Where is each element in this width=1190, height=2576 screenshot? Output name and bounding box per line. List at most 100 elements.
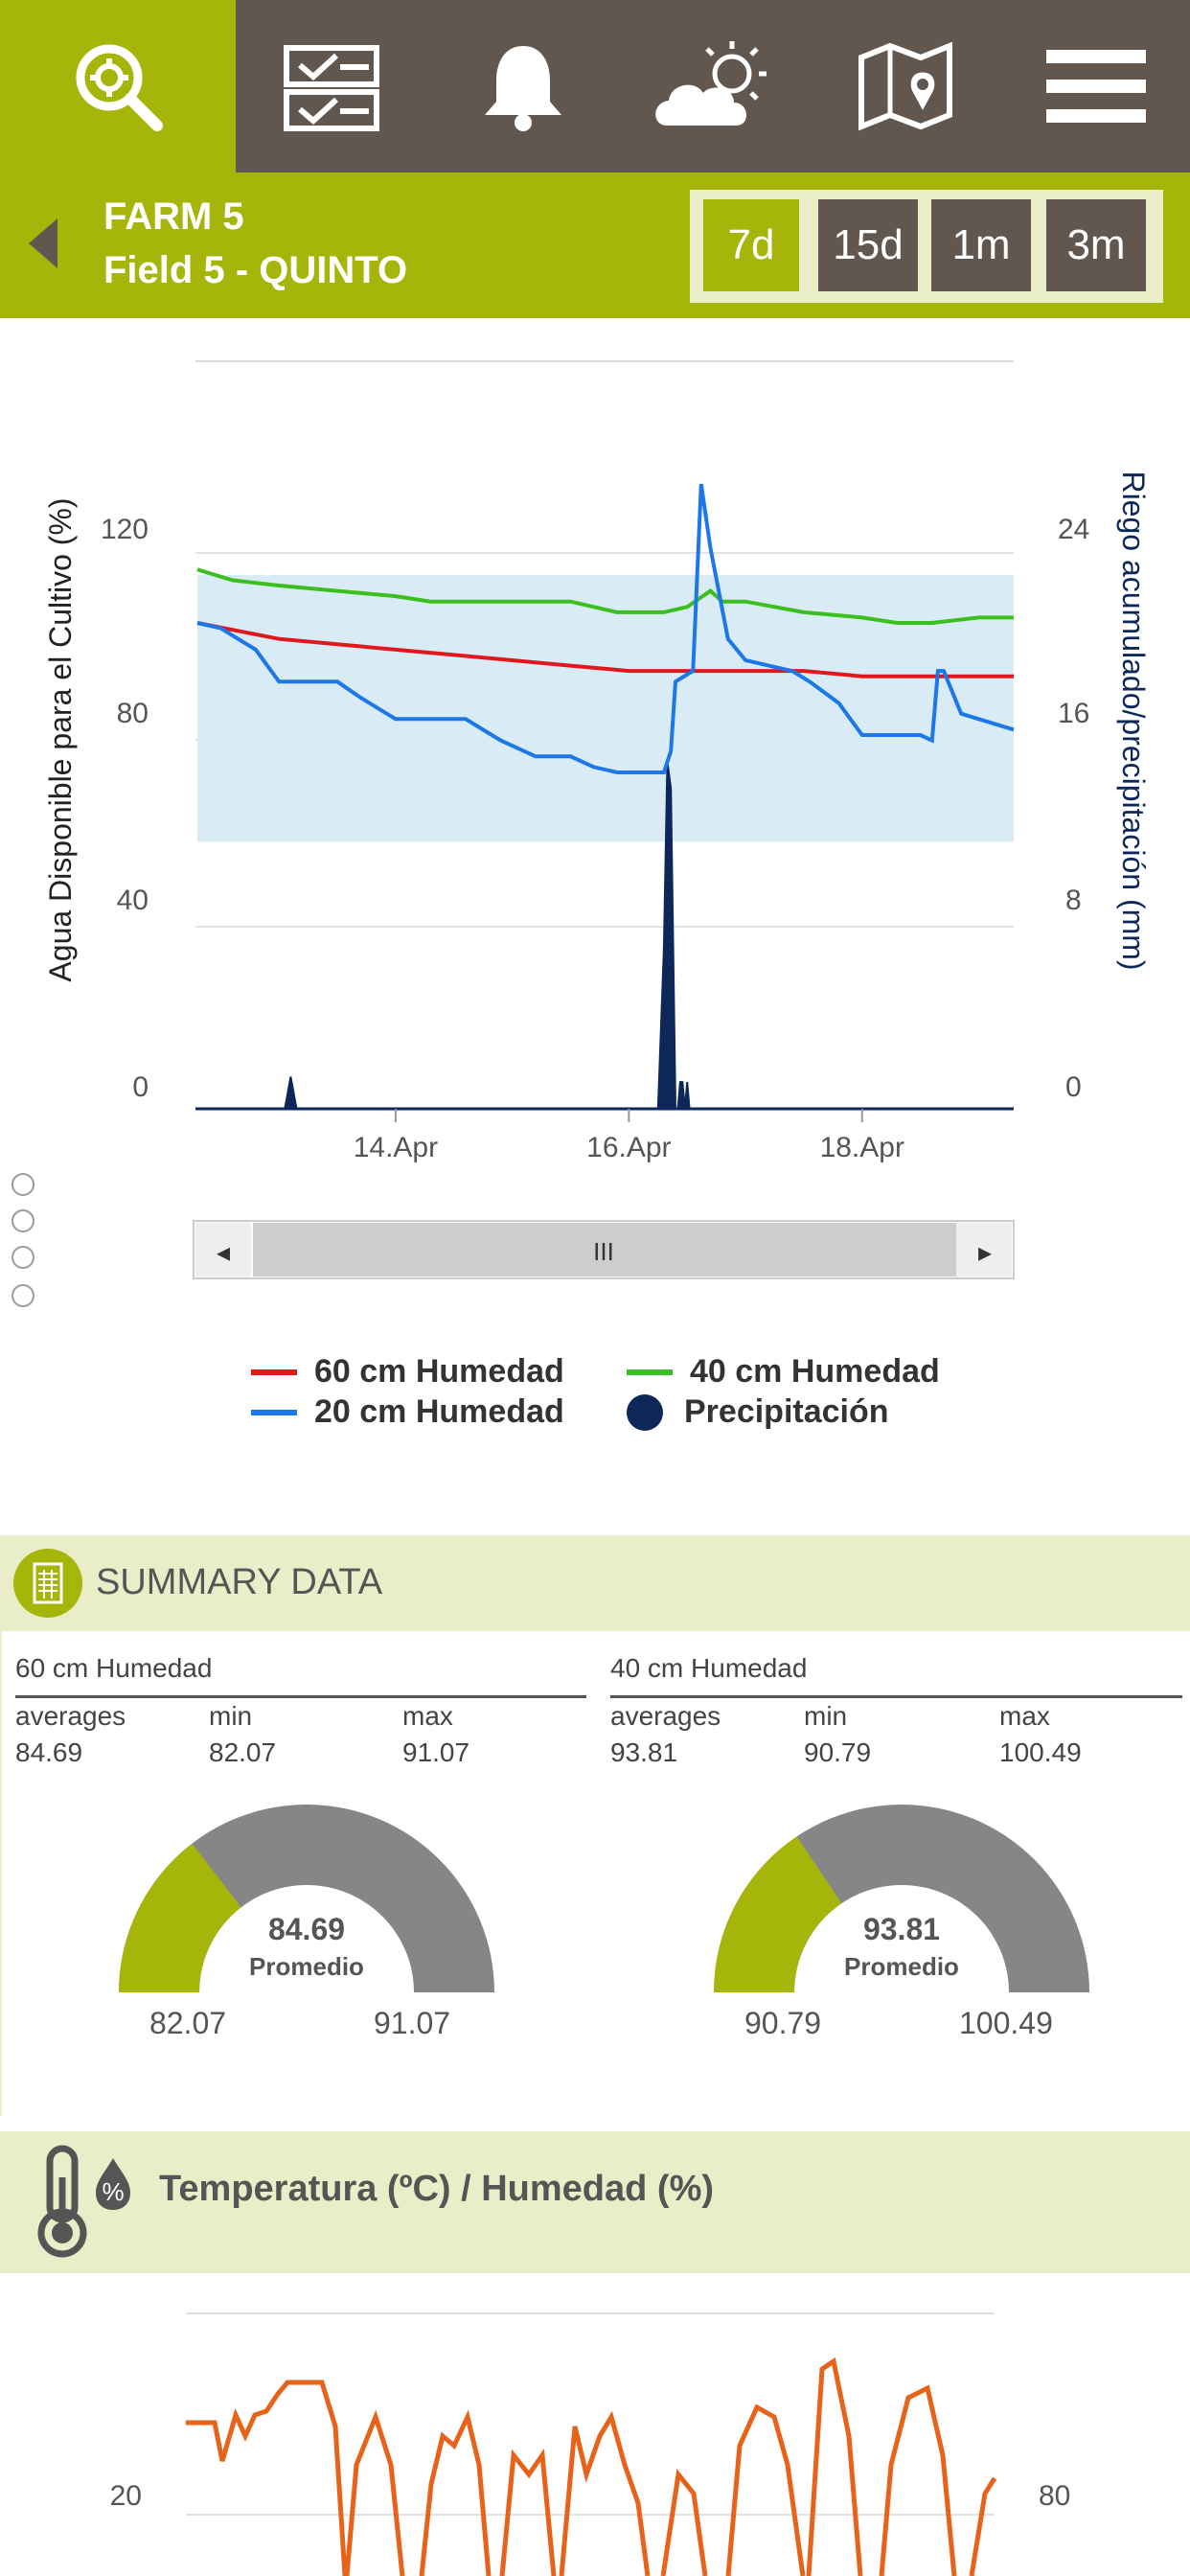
legend-60cm-swatch [251,1368,297,1375]
field-header: FARM 5 Field 5 - QUINTO 7d 15d 1m 3m [0,172,1190,318]
thermometer-humidity-icon: % [37,2145,130,2258]
legend-60cm-label: 60 cm Humedad [314,1353,564,1390]
y-axis-right-label: Riego acumulado/precipitación (mm) [1116,471,1151,970]
gauge-60cm [119,1805,494,1992]
bell-icon [485,46,561,131]
gauge-40cm [714,1805,1089,1992]
target-band [197,574,1014,842]
back-arrow-icon[interactable] [29,218,57,268]
legend-20cm[interactable]: 20 cm Humedad [251,1393,564,1431]
legend-40cm[interactable]: 40 cm Humedad [627,1353,940,1391]
series-precipitacion [197,761,1014,1110]
weather-icon [655,41,767,126]
pager-dot-2[interactable] [11,1209,34,1232]
temperature-header: % [0,2131,1190,2273]
legend-20cm-label: 20 cm Humedad [314,1393,564,1430]
range-3m-button[interactable]: 3m [1046,199,1146,291]
gauge-40cm-min: 90.79 [744,2006,822,2040]
farm-name: FARM 5 [103,196,244,238]
summary-60cm-max-header: max [402,1701,453,1731]
gauge-40cm-label: Promedio [844,1952,959,1981]
field-title: FARM 5 Field 5 - QUINTO [103,190,407,297]
left-tick-0: 120 [101,514,149,545]
range-1m-button[interactable]: 1m [931,199,1031,291]
x-tick-label-2: 18.Apr [820,1132,904,1163]
summary-40cm-min-header: min [804,1701,848,1731]
document-icon [13,1549,82,1618]
pager-dot-4[interactable] [11,1284,34,1307]
left-tick-2: 40 [117,885,149,916]
top-nav [0,0,1190,172]
summary-60cm-divider [15,1695,586,1698]
field-name: Field 5 - QUINTO [103,249,408,291]
gauge-40cm-value: 93.81 [862,1912,941,1946]
scroll-left-button[interactable] [195,1223,251,1276]
summary-40cm-max-header: max [999,1701,1050,1731]
gauge-40cm-max: 100.49 [959,2006,1053,2040]
summary-left-border [0,1631,2,2116]
summary-60cm-min: 82.07 [209,1737,277,1767]
summary-40cm-max: 100.49 [999,1737,1082,1767]
gauge-60cm-value: 84.69 [267,1912,346,1946]
right-tick-2: 8 [1065,885,1082,916]
legend-precipitacion-label: Precipitación [684,1393,889,1430]
scroll-right-button[interactable] [956,1223,1012,1276]
tab-map[interactable] [811,0,1002,172]
chart-scrollbar[interactable]: ◂ III ▸ [193,1220,1015,1279]
summary-60cm-avg: 84.69 [15,1737,83,1767]
range-selector: 7d 15d 1m 3m [690,190,1163,303]
series-60cm [196,621,1014,678]
legend-40cm-label: 40 cm Humedad [690,1353,940,1390]
tab-alerts[interactable] [427,0,619,172]
legend-precipitacion[interactable]: Precipitación [627,1393,889,1431]
tab-menu[interactable] [1002,0,1190,172]
temp-left-tick: 20 [110,2480,142,2512]
legend-60cm[interactable]: 60 cm Humedad [251,1353,564,1391]
summary-40cm-title: 40 cm Humedad [610,1653,808,1683]
temperature-chart: 20 80 [110,2312,1070,2576]
legend-40cm-swatch [627,1368,673,1375]
scroll-left-arrow: ◂ [217,1236,230,1268]
pager-dot-3[interactable] [11,1246,34,1269]
svg-text:%: % [102,2177,124,2206]
scroll-thumb[interactable] [253,1223,956,1276]
right-tick-0: 24 [1058,514,1089,545]
right-tick-1: 16 [1058,698,1089,729]
right-tick-3: 0 [1065,1071,1082,1103]
summary-40cm-divider [610,1695,1182,1698]
left-tick-3: 0 [132,1071,149,1103]
scroll-right-arrow: ▸ [978,1236,992,1268]
gauge-60cm-label: Promedio [249,1952,364,1981]
legend-precipitacion-swatch [627,1393,663,1431]
summary-60cm-min-header: min [209,1701,253,1731]
map-pin-icon [858,41,952,131]
summary-40cm-min: 90.79 [804,1737,872,1767]
gauge-60cm-max: 91.07 [374,2006,451,2040]
summary-60cm-avg-header: averages [15,1701,126,1731]
x-tick-label-1: 16.Apr [586,1132,671,1163]
pager-dot-1[interactable] [11,1173,34,1196]
soil-moisture-chart: 14.Apr 16.Apr 18.Apr 120 80 40 0 24 16 8 0… [43,360,1151,1279]
y-axis-left-label: Agua Disponible para el Cultivo (%) [43,497,78,981]
summary-40cm-avg: 93.81 [610,1737,678,1767]
range-7d-button[interactable]: 7d [703,199,799,291]
left-tick-1: 80 [117,698,149,729]
gauge-60cm-min: 82.07 [149,2006,227,2040]
temperature-title: Temperatura (ºC) / Humedad (%) [159,2169,715,2209]
summary-60cm-title: 60 cm Humedad [15,1653,213,1683]
x-tick-label-0: 14.Apr [354,1132,438,1163]
tab-search[interactable] [0,0,236,172]
summary-40cm-avg-header: averages [610,1701,721,1731]
range-15d-button[interactable]: 15d [818,199,918,291]
temp-right-tick: 80 [1039,2480,1070,2512]
search-settings-icon [76,44,163,131]
summary-60cm-max: 91.07 [402,1737,470,1767]
checklist-icon [284,45,379,131]
series-40cm [196,567,1014,625]
series-temperature [186,2357,997,2576]
scroll-grip: III [593,1237,614,1266]
tab-checklist[interactable] [236,0,427,172]
legend-20cm-swatch [251,1409,297,1415]
tab-weather[interactable] [619,0,811,172]
summary-header: SUMMARY DATA [0,1535,1190,1631]
